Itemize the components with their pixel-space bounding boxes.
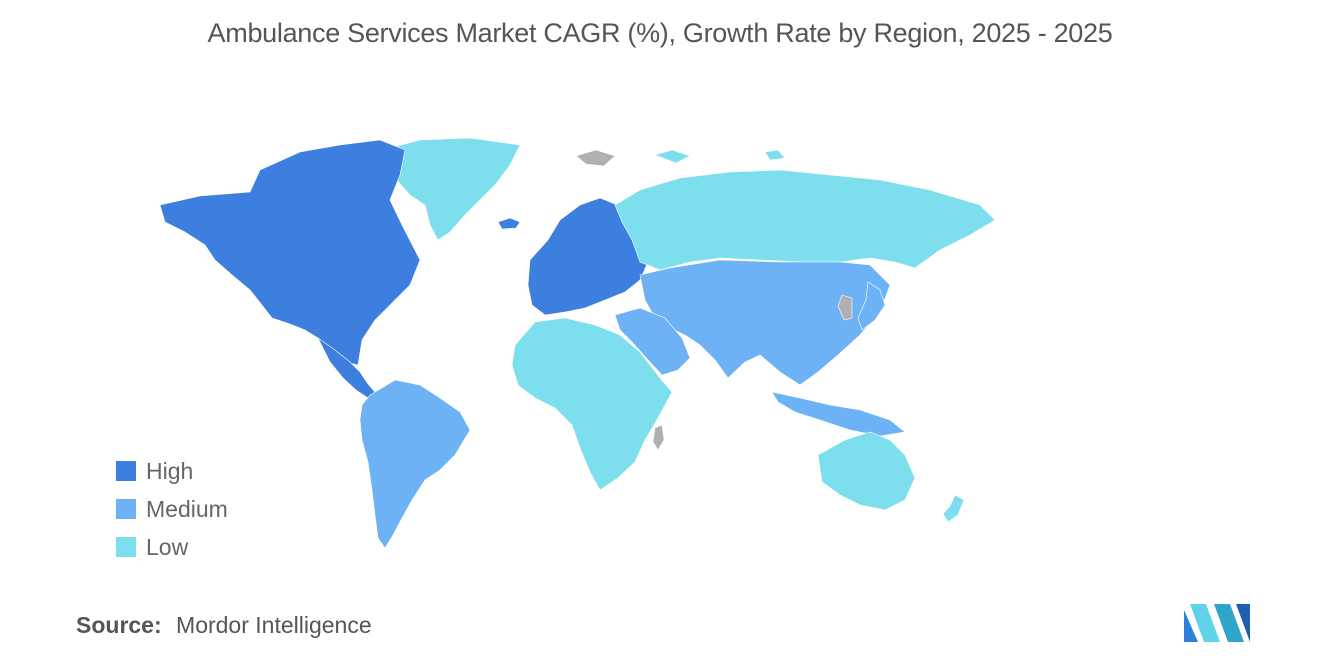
legend-label-high: High (146, 457, 194, 484)
region-svalbard (575, 149, 616, 167)
region-new-zealand (942, 494, 965, 523)
chart-title: Ambulance Services Market CAGR (%), Grow… (207, 18, 1113, 48)
region-iceland (497, 217, 521, 230)
region-europe (527, 197, 649, 316)
region-north-america (159, 139, 421, 366)
map-legend: High Medium Low (116, 452, 228, 566)
legend-label-medium: Medium (146, 495, 228, 522)
region-japan (857, 281, 886, 331)
region-madagascar (652, 424, 665, 451)
legend-item-low: Low (116, 528, 228, 566)
legend-item-high: High (116, 452, 228, 490)
legend-swatch-low (116, 537, 136, 557)
region-korea (837, 294, 853, 321)
region-africa (511, 317, 673, 491)
legend-swatch-high (116, 461, 136, 481)
legend-item-medium: Medium (116, 490, 228, 528)
legend-label-low: Low (146, 533, 189, 560)
region-middle-east (614, 307, 691, 376)
region-russia (614, 169, 996, 271)
region-greenland (382, 137, 521, 241)
region-arctic-islands (654, 149, 786, 164)
region-southeast-asia (771, 391, 906, 437)
region-asia (639, 259, 891, 386)
source-note: Source: Mordor Intelligence (76, 612, 372, 639)
source-value: Mordor Intelligence (176, 612, 372, 638)
mordor-intelligence-logo-icon (1184, 604, 1250, 642)
region-south-america (359, 379, 471, 549)
legend-swatch-medium (116, 499, 136, 519)
region-australia (817, 431, 916, 511)
source-label: Source: (76, 612, 162, 638)
